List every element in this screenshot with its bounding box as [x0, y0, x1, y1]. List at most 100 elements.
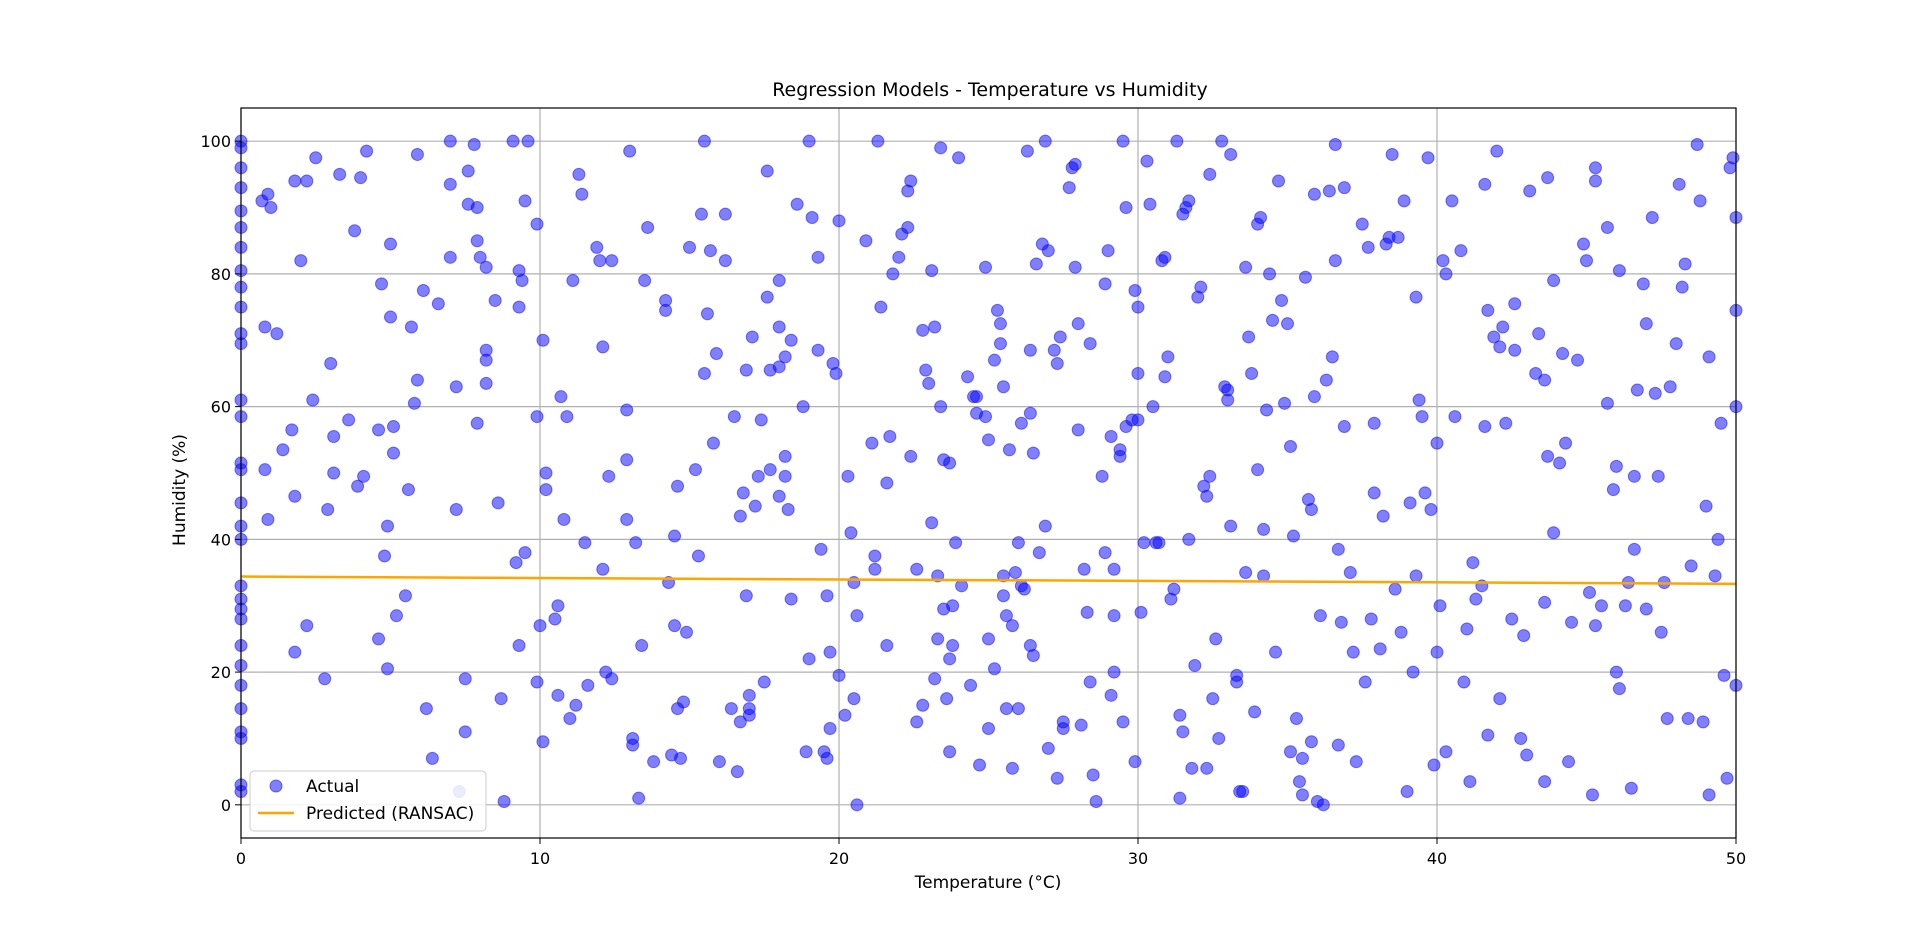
data-point — [760, 290, 774, 304]
data-point — [671, 479, 685, 493]
data-point — [1481, 728, 1495, 742]
data-point — [1050, 771, 1064, 785]
data-point — [763, 463, 777, 477]
data-point — [694, 207, 708, 221]
data-point — [659, 303, 673, 317]
data-point — [1493, 340, 1507, 354]
data-point — [1448, 410, 1462, 424]
data-point — [1415, 410, 1429, 424]
data-point — [718, 207, 732, 221]
data-point — [1286, 529, 1300, 543]
data-point — [733, 715, 747, 729]
data-point — [1248, 705, 1262, 719]
data-point — [916, 323, 930, 337]
data-point — [718, 254, 732, 268]
data-point — [321, 503, 335, 516]
data-point — [1107, 609, 1121, 623]
data-point — [261, 187, 275, 201]
data-point — [724, 702, 738, 716]
data-point — [1254, 211, 1268, 224]
data-point — [533, 619, 547, 633]
data-point — [1588, 619, 1602, 633]
data-point — [993, 317, 1007, 331]
y-axis-label: Humidity (%) — [170, 434, 190, 546]
data-point — [512, 639, 526, 653]
data-point — [952, 151, 966, 165]
data-point — [880, 476, 894, 490]
data-point — [401, 483, 415, 497]
data-point — [1609, 665, 1623, 679]
data-point — [467, 138, 481, 151]
data-point — [668, 619, 682, 633]
data-point — [357, 469, 371, 483]
data-point — [784, 592, 798, 606]
data-point — [1606, 483, 1620, 497]
data-point — [300, 174, 314, 188]
data-point — [473, 250, 487, 264]
data-point — [772, 320, 786, 334]
data-point — [1394, 625, 1408, 639]
data-point — [1101, 244, 1115, 258]
data-point — [1263, 267, 1277, 281]
data-point — [1385, 147, 1399, 161]
data-point — [518, 194, 532, 208]
data-point — [348, 224, 362, 238]
data-point — [757, 675, 771, 689]
legend-predicted-label: Predicted (RANSAC) — [306, 804, 474, 824]
data-point — [494, 692, 508, 706]
data-point — [1364, 612, 1378, 626]
data-point — [1708, 569, 1722, 583]
legend-actual-marker — [269, 779, 283, 793]
data-point — [751, 469, 765, 483]
data-point — [491, 496, 505, 510]
data-point — [1460, 622, 1474, 636]
data-point — [1571, 353, 1585, 367]
data-point — [1436, 254, 1450, 268]
data-point — [1481, 303, 1495, 317]
regression-lines — [240, 575, 1737, 586]
data-point — [1098, 277, 1112, 291]
legend: Actual Predicted (RANSAC) — [249, 770, 487, 832]
data-point — [778, 469, 792, 483]
data-point — [1005, 761, 1019, 775]
data-point — [512, 300, 526, 314]
data-point — [554, 390, 568, 404]
data-point — [1594, 599, 1608, 613]
data-point — [979, 410, 993, 424]
data-point — [1376, 509, 1390, 523]
data-point — [946, 599, 960, 613]
data-point — [874, 300, 888, 314]
data-point — [1639, 602, 1653, 616]
data-point — [832, 668, 846, 682]
data-point — [1562, 755, 1576, 769]
y-tick-label: 60 — [211, 398, 231, 417]
data-point — [1367, 416, 1381, 430]
data-point — [1487, 330, 1501, 344]
data-point — [784, 333, 798, 347]
data-point — [982, 433, 995, 447]
data-point — [641, 220, 655, 234]
data-point — [575, 187, 589, 201]
data-point — [1556, 347, 1570, 361]
data-point — [1185, 761, 1199, 775]
data-point — [1696, 715, 1710, 729]
data-point — [327, 466, 341, 480]
data-point — [987, 353, 1001, 367]
data-point — [530, 217, 544, 231]
data-point — [1071, 317, 1085, 331]
data-point — [811, 343, 825, 357]
data-point — [772, 274, 786, 288]
data-point — [1176, 725, 1190, 739]
data-point — [919, 363, 933, 377]
data-point — [668, 529, 682, 543]
data-point — [697, 366, 711, 380]
data-point — [1188, 658, 1202, 672]
data-point — [1119, 201, 1133, 215]
data-point — [1325, 350, 1339, 364]
data-point — [327, 430, 341, 443]
data-point — [1017, 582, 1031, 596]
data-point — [1702, 350, 1716, 364]
data-point — [847, 692, 861, 706]
x-axis-label: Temperature (°C) — [914, 873, 1062, 893]
data-point — [1538, 775, 1552, 789]
